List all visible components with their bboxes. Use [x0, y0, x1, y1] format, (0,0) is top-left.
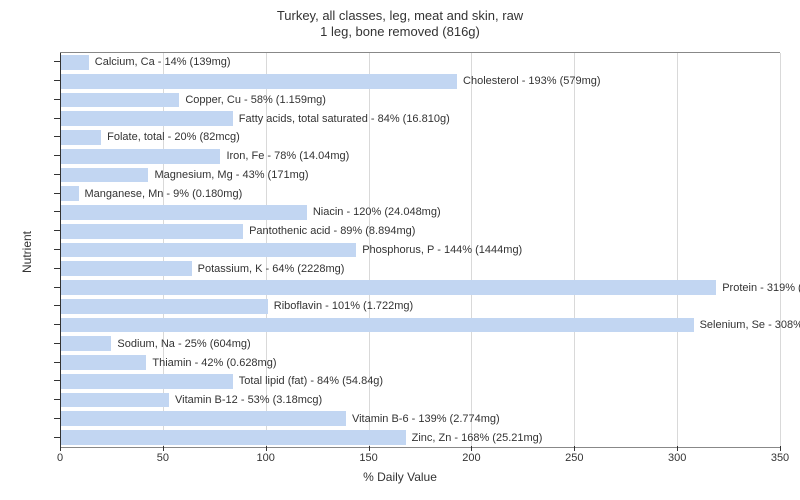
bar-label: Fatty acids, total saturated - 84% (16.8… [239, 113, 450, 125]
bar [60, 318, 694, 333]
x-tick-label: 150 [359, 452, 377, 464]
x-tick [677, 446, 678, 451]
x-tick [471, 446, 472, 451]
bar [60, 224, 243, 239]
x-axis-title: % Daily Value [0, 470, 800, 484]
x-tick-label: 50 [157, 452, 169, 464]
bar-label: Thiamin - 42% (0.628mg) [152, 357, 276, 369]
x-tick [780, 446, 781, 451]
bar-row: Potassium, K - 64% (2228mg) [60, 259, 780, 278]
bar-label: Zinc, Zn - 168% (25.21mg) [412, 432, 543, 444]
bar-label: Phosphorus, P - 144% (1444mg) [362, 244, 522, 256]
bar-row: Cholesterol - 193% (579mg) [60, 72, 780, 91]
bar-row: Copper, Cu - 58% (1.159mg) [60, 91, 780, 110]
bar-row: Zinc, Zn - 168% (25.21mg) [60, 428, 780, 447]
bar-row: Fatty acids, total saturated - 84% (16.8… [60, 109, 780, 128]
bar-row: Iron, Fe - 78% (14.04mg) [60, 147, 780, 166]
x-tick [266, 446, 267, 451]
bar-label: Iron, Fe - 78% (14.04mg) [226, 150, 349, 162]
bar-row: Phosphorus, P - 144% (1444mg) [60, 241, 780, 260]
bar-row: Sodium, Na - 25% (604mg) [60, 334, 780, 353]
bar [60, 168, 148, 183]
bar-label: Riboflavin - 101% (1.722mg) [274, 300, 413, 312]
bar-label: Total lipid (fat) - 84% (54.84g) [239, 375, 383, 387]
bar-row: Thiamin - 42% (0.628mg) [60, 353, 780, 372]
x-tick [369, 446, 370, 451]
chart-container: { "chart": { "type": "bar-horizontal", "… [0, 0, 800, 500]
chart-title: Turkey, all classes, leg, meat and skin,… [0, 8, 800, 41]
bar-label: Calcium, Ca - 14% (139mg) [95, 56, 231, 68]
bar [60, 74, 457, 89]
plot-area: Calcium, Ca - 14% (139mg) Cholesterol - 1… [60, 52, 780, 448]
bar [60, 336, 111, 351]
bar [60, 205, 307, 220]
y-axis-title: Nutrient [20, 231, 34, 273]
x-tick [163, 446, 164, 451]
bar [60, 393, 169, 408]
bar-row: Pantothenic acid - 89% (8.894mg) [60, 222, 780, 241]
bar [60, 149, 220, 164]
bar-label: Selenium, Se - 308% (215.4mcg) [700, 319, 800, 331]
bar-row: Folate, total - 20% (82mcg) [60, 128, 780, 147]
bar [60, 280, 716, 295]
bar [60, 261, 192, 276]
bar [60, 299, 268, 314]
bar-label: Cholesterol - 193% (579mg) [463, 75, 601, 87]
bar [60, 430, 406, 445]
bar-row: Calcium, Ca - 14% (139mg) [60, 53, 780, 72]
bar-label: Vitamin B-6 - 139% (2.774mg) [352, 413, 500, 425]
bar [60, 355, 146, 370]
x-tick-label: 100 [257, 452, 275, 464]
bar-label: Protein - 319% (159.45g) [722, 282, 800, 294]
x-tick [574, 446, 575, 451]
bar-row: Manganese, Mn - 9% (0.180mg) [60, 184, 780, 203]
x-tick-label: 0 [57, 452, 63, 464]
bar [60, 55, 89, 70]
x-gridline [780, 53, 781, 447]
x-tick-label: 350 [771, 452, 789, 464]
bar [60, 374, 233, 389]
bar [60, 93, 179, 108]
bar-label: Vitamin B-12 - 53% (3.18mcg) [175, 394, 322, 406]
x-tick-label: 300 [668, 452, 686, 464]
bar-row: Protein - 319% (159.45g) [60, 278, 780, 297]
bar-row: Total lipid (fat) - 84% (54.84g) [60, 372, 780, 391]
chart-title-line1: Turkey, all classes, leg, meat and skin,… [0, 8, 800, 24]
bar-label: Niacin - 120% (24.048mg) [313, 206, 441, 218]
bar [60, 111, 233, 126]
chart-title-line2: 1 leg, bone removed (816g) [0, 24, 800, 40]
bar-label: Potassium, K - 64% (2228mg) [198, 263, 345, 275]
bar-label: Manganese, Mn - 9% (0.180mg) [85, 188, 243, 200]
bar-row: Magnesium, Mg - 43% (171mg) [60, 166, 780, 185]
bar [60, 243, 356, 258]
bar [60, 130, 101, 145]
x-tick-label: 250 [565, 452, 583, 464]
bar-label: Copper, Cu - 58% (1.159mg) [185, 94, 326, 106]
bar-label: Sodium, Na - 25% (604mg) [117, 338, 250, 350]
x-tick-label: 200 [462, 452, 480, 464]
bar-label: Folate, total - 20% (82mcg) [107, 131, 240, 143]
bar [60, 411, 346, 426]
bar-row: Riboflavin - 101% (1.722mg) [60, 297, 780, 316]
bar-label: Pantothenic acid - 89% (8.894mg) [249, 225, 415, 237]
x-zero-line [60, 53, 61, 447]
bar-row: Selenium, Se - 308% (215.4mcg) [60, 316, 780, 335]
bar-row: Vitamin B-6 - 139% (2.774mg) [60, 409, 780, 428]
bar-row: Niacin - 120% (24.048mg) [60, 203, 780, 222]
bar-label: Magnesium, Mg - 43% (171mg) [154, 169, 308, 181]
bar-row: Vitamin B-12 - 53% (3.18mcg) [60, 391, 780, 410]
bar [60, 186, 79, 201]
